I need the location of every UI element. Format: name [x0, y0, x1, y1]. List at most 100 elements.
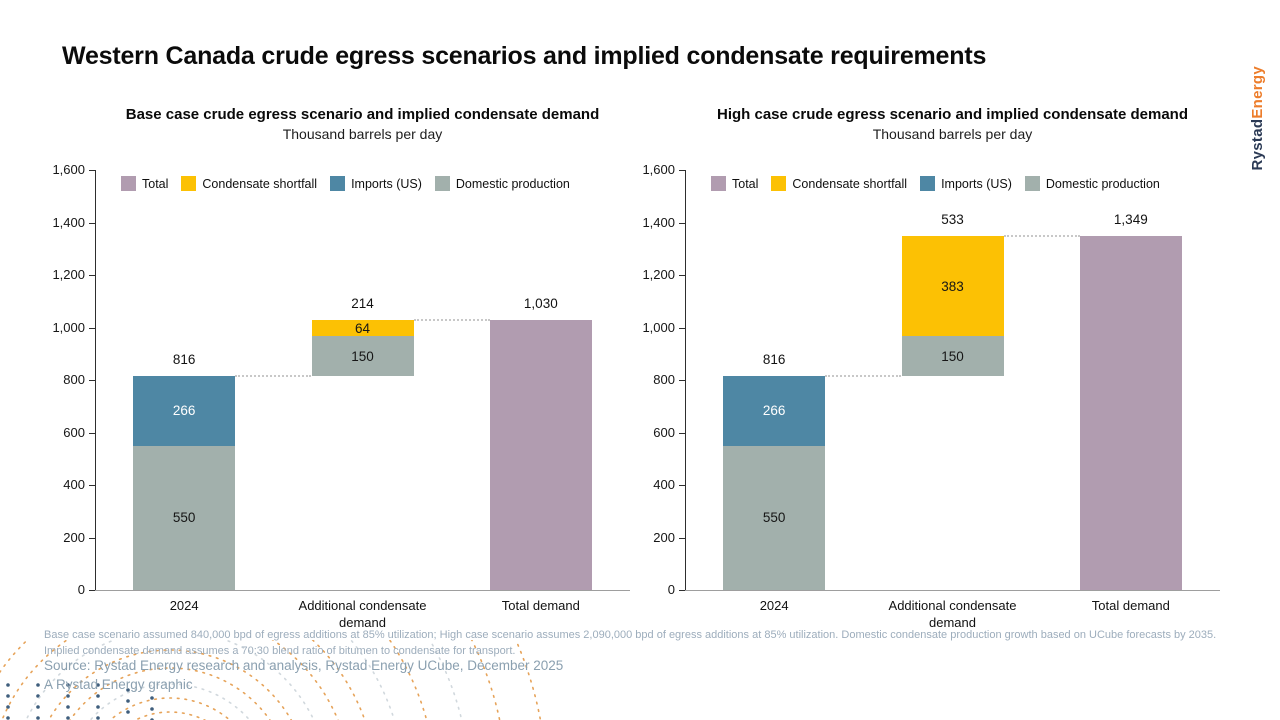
y-tick-label: 0: [77, 582, 85, 597]
bar-total-label: 214: [351, 295, 374, 311]
y-tick-label: 0: [667, 582, 675, 597]
legend-item: Condensate shortfall: [181, 176, 317, 191]
credit-line: A Rystad Energy graphic: [44, 677, 193, 692]
legend-swatch: [1024, 176, 1040, 191]
chart-subtitle: Thousand barrels per day: [282, 125, 443, 142]
y-tick-label: 1,200: [52, 267, 85, 282]
bar-segment: 383: [901, 235, 1004, 337]
category-label: 2024: [169, 598, 199, 613]
plot-area: 0 200 400 600 800 1,000 1,200 1,400 1,600 Total Co…: [52, 162, 630, 630]
y-tick-label: 600: [63, 424, 85, 440]
legend: Total Condensate shortfall Imports (US) Dom…: [711, 176, 1160, 191]
legend: Total Condensate shortfall Imports (US) Dom…: [121, 176, 570, 191]
y-tick-mark: [89, 327, 95, 329]
category-label: 2024: [759, 598, 789, 613]
y-tick-label: 1,000: [52, 319, 85, 335]
legend-label: Condensate shortfall: [202, 176, 318, 191]
y-tick-mark: [89, 590, 95, 591]
connector-line: [825, 374, 902, 377]
bar-segment: 150: [901, 336, 1004, 376]
logo-text-energy: Energy: [1249, 66, 1266, 119]
category-label: Total demand: [501, 598, 580, 613]
y-tick-mark: [89, 170, 95, 171]
y-tick-label: 800: [653, 372, 675, 387]
y-tick-label: 1,000: [642, 319, 675, 335]
legend-swatch: [771, 176, 787, 191]
legend-item: Domestic production: [1024, 176, 1160, 191]
y-tick-mark: [89, 275, 95, 276]
plot-area: 0 200 400 600 800 1,000 1,200 1,400 1,600 Total Co…: [642, 162, 1220, 630]
legend-label: Domestic production: [455, 176, 570, 191]
y-tick-mark: [679, 432, 685, 434]
legend-swatch: [711, 176, 726, 191]
y-tick-mark: [679, 275, 685, 276]
page-title: Western Canada crude egress scenarios an…: [62, 42, 987, 70]
legend-item: Domestic production: [434, 176, 570, 191]
chart-subtitle: Thousand barrels per day: [872, 125, 1033, 142]
bar-segment: [489, 319, 592, 590]
y-tick-label: 1,600: [642, 162, 675, 177]
source-line: Source: Rystad Energy research and analy…: [44, 658, 564, 673]
y-axis-line: [685, 170, 686, 591]
y-axis-line: [95, 170, 96, 591]
y-tick-mark: [679, 485, 685, 486]
chart-high-case: High case crude egress scenario and impl…: [642, 106, 1220, 630]
y-tick-mark: [679, 170, 685, 171]
legend-label: Imports (US): [941, 176, 1012, 191]
chart-base-case: Base case crude egress scenario and impl…: [52, 106, 630, 630]
y-tick-label: 1,600: [52, 162, 85, 177]
rystad-energy-logo: RystadEnergy: [1249, 66, 1266, 170]
y-tick-mark: [679, 380, 685, 381]
bar-segment: 64: [311, 319, 414, 337]
logo-text-rystad: Rystad: [1249, 118, 1266, 171]
legend-label: Domestic production: [1045, 176, 1160, 191]
legend-swatch: [181, 176, 197, 191]
legend-item: Total: [121, 176, 168, 191]
bar-segment: 266: [723, 375, 826, 446]
y-tick-label: 400: [653, 477, 675, 492]
bar-total-label: 816: [172, 351, 196, 367]
category-label: Additional condensate demand: [888, 598, 1017, 630]
y-tick-label: 1,200: [642, 267, 675, 282]
legend-item: Imports (US): [920, 176, 1012, 191]
y-tick-mark: [679, 327, 685, 329]
legend-swatch: [920, 176, 936, 191]
y-tick-label: 1,400: [52, 214, 85, 230]
legend-item: Imports (US): [330, 176, 422, 191]
legend-label: Condensate shortfall: [792, 176, 908, 191]
legend-label: Imports (US): [351, 176, 422, 191]
legend-swatch: [434, 176, 450, 191]
y-tick-mark: [679, 222, 685, 224]
legend-swatch: [330, 176, 346, 191]
y-tick-mark: [89, 485, 95, 486]
y-tick-mark: [89, 222, 95, 224]
y-tick-mark: [89, 380, 95, 381]
y-tick-label: 800: [63, 372, 85, 387]
category-label: Total demand: [1091, 598, 1170, 613]
category-label: Additional condensate demand: [298, 598, 427, 630]
bar-segment: 150: [311, 336, 414, 376]
x-axis-line: [95, 590, 630, 591]
legend-swatch: [121, 176, 136, 191]
y-tick-label: 600: [653, 424, 675, 440]
y-tick-label: 200: [653, 529, 675, 545]
bar-segment: 550: [133, 445, 236, 590]
legend-item: Condensate shortfall: [771, 176, 907, 191]
y-tick-mark: [89, 432, 95, 434]
y-tick-mark: [89, 537, 95, 539]
connector-line: [413, 318, 490, 321]
connector-line: [1003, 234, 1080, 237]
y-tick-label: 200: [63, 529, 85, 545]
bar-total-label: 816: [762, 351, 786, 367]
connector-line: [235, 374, 312, 377]
footnote: Base case scenario assumed 840,000 bpd o…: [44, 629, 1217, 657]
y-tick-label: 400: [63, 477, 85, 492]
y-tick-mark: [679, 537, 685, 539]
bar-total-label: 1,030: [523, 295, 558, 311]
x-axis-line: [685, 590, 1220, 591]
bar-segment: 266: [133, 375, 236, 446]
bar-total-label: 1,349: [1113, 211, 1148, 227]
legend-label: Total: [732, 176, 759, 191]
legend-item: Total: [711, 176, 758, 191]
